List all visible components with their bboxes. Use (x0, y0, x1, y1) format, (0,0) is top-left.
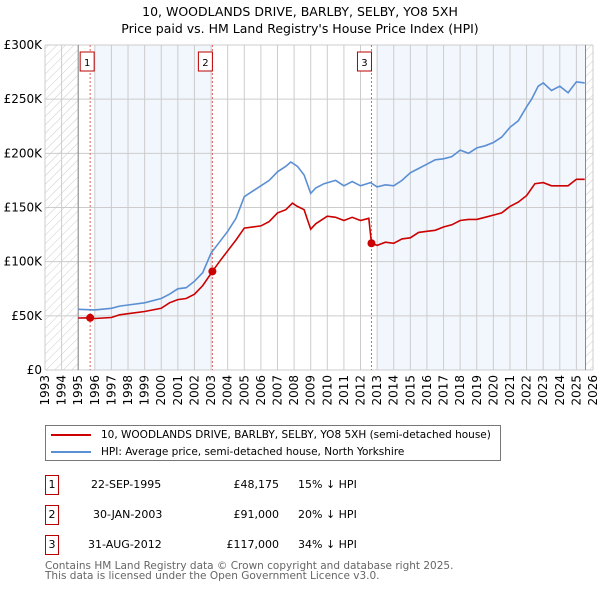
x-tick-label: 2018 (453, 375, 467, 406)
sale-date: 30-JAN-2003 (93, 508, 163, 521)
sale-point (367, 239, 376, 248)
sale-date: 22-SEP-1995 (91, 478, 162, 491)
y-tick-label: £0 (27, 363, 42, 377)
sale-label-box (356, 51, 372, 72)
chart-subtitle: Price paid vs. HM Land Registry's House … (121, 21, 479, 36)
x-tick-label: 1995 (71, 375, 85, 406)
sale-price: £48,175 (233, 478, 280, 491)
x-tick-label: 2005 (237, 375, 251, 406)
hpi-line (78, 80, 585, 311)
y-tick-label: £300K (4, 38, 44, 52)
sale-label-number: 3 (361, 58, 367, 69)
x-tick-label: 2001 (171, 375, 185, 406)
x-tick-label: 1998 (121, 375, 135, 406)
x-tick-label: 2024 (553, 375, 567, 406)
sale-number: 1 (45, 475, 59, 495)
footer: Contains HM Land Registry data © Crown c… (45, 560, 454, 582)
sale-label-number: 1 (84, 58, 90, 69)
y-tick-label: £150K (4, 201, 44, 215)
x-tick-label: 2012 (354, 375, 368, 406)
sale-number: 2 (45, 505, 59, 525)
x-tick-label: 2025 (569, 375, 583, 406)
x-tick-label: 2002 (187, 375, 201, 406)
x-tick-label: 2022 (520, 375, 534, 406)
legend: 10, WOODLANDS DRIVE, BARLBY, SELBY, YO8 … (45, 425, 501, 461)
x-tick-label: 2009 (304, 375, 318, 406)
sale-hpi-diff: 15% ↓ HPI (298, 478, 357, 491)
x-tick-label: 2023 (536, 375, 550, 406)
x-tick-label: 2021 (503, 375, 517, 406)
x-tick-label: 2017 (437, 375, 451, 406)
legend-swatch-hpi (51, 451, 91, 453)
x-tick-label: 2016 (420, 375, 434, 406)
sale-hpi-diff: 20% ↓ HPI (298, 508, 357, 521)
x-tick-label: 2026 (586, 375, 600, 406)
sale-number: 3 (45, 535, 59, 555)
x-tick-label: 2007 (270, 375, 284, 406)
x-tick-label: 2011 (337, 375, 351, 406)
x-tick-label: 1993 (38, 375, 52, 406)
property-price-line (78, 178, 585, 320)
sale-row: 2 30-JAN-2003 £91,000 20% ↓ HPI (45, 505, 445, 525)
sale-hpi-diff: 34% ↓ HPI (298, 538, 357, 551)
sale-date: 31-AUG-2012 (88, 538, 162, 551)
legend-label: HPI: Average price, semi-detached house,… (101, 446, 405, 458)
x-tick-label: 2019 (470, 375, 484, 406)
x-tick-label: 2008 (287, 375, 301, 406)
sale-label-number: 2 (202, 58, 208, 69)
x-tick-label: 2010 (320, 375, 334, 406)
sale-label-box (197, 51, 213, 72)
y-tick-label: £250K (4, 92, 44, 106)
y-tick-label: £100K (4, 255, 44, 269)
sale-point (86, 313, 95, 322)
sale-price: £91,000 (233, 508, 280, 521)
sale-row: 1 22-SEP-1995 £48,175 15% ↓ HPI (45, 475, 445, 495)
x-tick-label: 1999 (138, 375, 152, 406)
sale-row: 3 31-AUG-2012 £117,000 34% ↓ HPI (45, 535, 445, 555)
y-tick-label: £50K (11, 309, 43, 323)
x-tick-label: 1996 (88, 375, 102, 406)
x-tick-label: 2013 (370, 375, 384, 406)
y-tick-label: £200K (4, 146, 44, 160)
footer-licence: This data is licensed under the Open Gov… (45, 570, 380, 582)
sale-point (208, 267, 217, 276)
x-tick-label: 2014 (387, 375, 401, 406)
legend-label: 10, WOODLANDS DRIVE, BARLBY, SELBY, YO8 … (101, 429, 491, 441)
x-tick-label: 2003 (204, 375, 218, 406)
legend-item-property: 10, WOODLANDS DRIVE, BARLBY, SELBY, YO8 … (46, 427, 491, 443)
x-tick-label: 2004 (221, 375, 235, 406)
sale-price: £117,000 (226, 538, 280, 551)
x-tick-label: 2020 (486, 375, 500, 406)
x-tick-label: 2006 (254, 375, 268, 406)
legend-swatch-property (51, 434, 91, 436)
legend-item-hpi: HPI: Average price, semi-detached house,… (46, 444, 404, 460)
x-tick-label: 2015 (403, 375, 417, 406)
x-tick-label: 2000 (154, 375, 168, 406)
x-tick-label: 1997 (104, 375, 118, 406)
sale-label-box (79, 51, 95, 72)
x-tick-label: 1994 (55, 375, 69, 406)
footer-copyright: Contains HM Land Registry data © Crown c… (45, 560, 454, 572)
chart-title: 10, WOODLANDS DRIVE, BARLBY, SELBY, YO8 … (142, 4, 458, 19)
